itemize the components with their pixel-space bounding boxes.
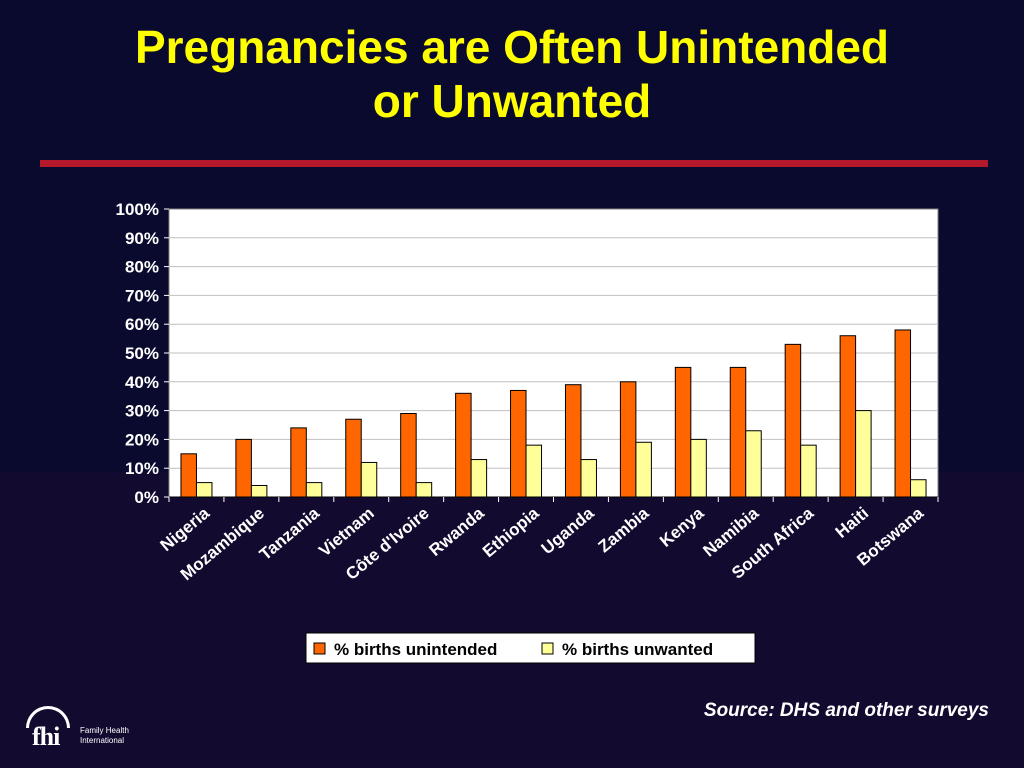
y-tick-label: 0% [134, 488, 159, 507]
bar-unintended-0 [180, 453, 197, 498]
y-tick-label: 90% [125, 229, 159, 248]
bar-unintended-1 [235, 438, 252, 498]
bar-unintended-8 [619, 381, 637, 498]
bar-unwanted-5 [470, 459, 488, 498]
x-tick-label: Haiti [832, 504, 872, 542]
bar-unwanted-6 [525, 444, 543, 498]
bar-unwanted-10 [745, 430, 762, 498]
y-tick-label: 50% [125, 344, 159, 363]
x-tick-label: Tanzania [256, 503, 323, 564]
x-tick-label: Kenya [656, 503, 708, 551]
bar-unintended-3 [345, 418, 362, 498]
logo-text-line-1: Family Health [80, 726, 129, 735]
bar-unwanted-0 [195, 482, 213, 498]
bar-unwanted-11 [800, 444, 817, 498]
bar-unwanted-9 [690, 438, 707, 498]
legend-label-0: % births unintended [334, 640, 497, 659]
bar-unintended-12 [839, 335, 857, 498]
y-tick-label: 10% [125, 459, 159, 478]
slide-title: Pregnancies are Often Unintended or Unwa… [30, 20, 994, 128]
legend-swatch-0 [313, 642, 326, 655]
y-tick-label: 20% [125, 430, 159, 449]
x-tick-label: Rwanda [426, 503, 489, 560]
bar-unintended-10 [729, 366, 747, 498]
bar-unwanted-7 [580, 459, 597, 498]
bar-unintended-13 [894, 329, 912, 498]
y-tick-label: 70% [125, 286, 159, 305]
bar-unwanted-8 [635, 441, 652, 498]
legend [305, 632, 756, 664]
y-tick-label: 30% [125, 402, 159, 421]
bar-unintended-6 [510, 389, 527, 498]
background-lower-band [0, 472, 1024, 768]
x-tick-label: Uganda [538, 503, 598, 558]
legend-label-1: % births unwanted [562, 640, 713, 659]
logo-mark: fhi [32, 722, 60, 751]
bar-unintended-11 [784, 343, 802, 498]
bar-unwanted-2 [305, 482, 323, 498]
slide-title-line-1: Pregnancies are Often Unintended [134, 21, 890, 73]
y-tick-label: 100% [116, 200, 159, 219]
bar-unwanted-4 [415, 482, 433, 498]
y-tick-label: 60% [125, 315, 159, 334]
x-tick-label: Zambia [595, 503, 653, 556]
x-tick-label: Ethiopia [479, 503, 543, 561]
bar-unintended-2 [290, 427, 307, 498]
logo-text-line-2: International [80, 736, 125, 745]
bar-unintended-9 [674, 366, 692, 498]
source-note: Source: DHS and other surveys [703, 700, 989, 721]
bar-unintended-7 [564, 384, 582, 498]
y-tick-label: 40% [125, 373, 159, 392]
bar-unwanted-12 [855, 410, 872, 498]
logo-text: Family Health International [80, 726, 129, 746]
bar-unwanted-13 [910, 479, 927, 498]
title-divider [40, 160, 988, 167]
bar-unintended-5 [455, 392, 472, 498]
fhi-logo: fhi Family Health International [24, 704, 144, 754]
bar-unwanted-3 [360, 461, 378, 498]
slide-title-line-2: or Unwanted [372, 75, 652, 127]
legend-swatch-1 [541, 642, 554, 655]
bar-unwanted-1 [250, 484, 268, 498]
y-tick-label: 80% [125, 258, 159, 277]
bar-unintended-4 [400, 412, 417, 498]
